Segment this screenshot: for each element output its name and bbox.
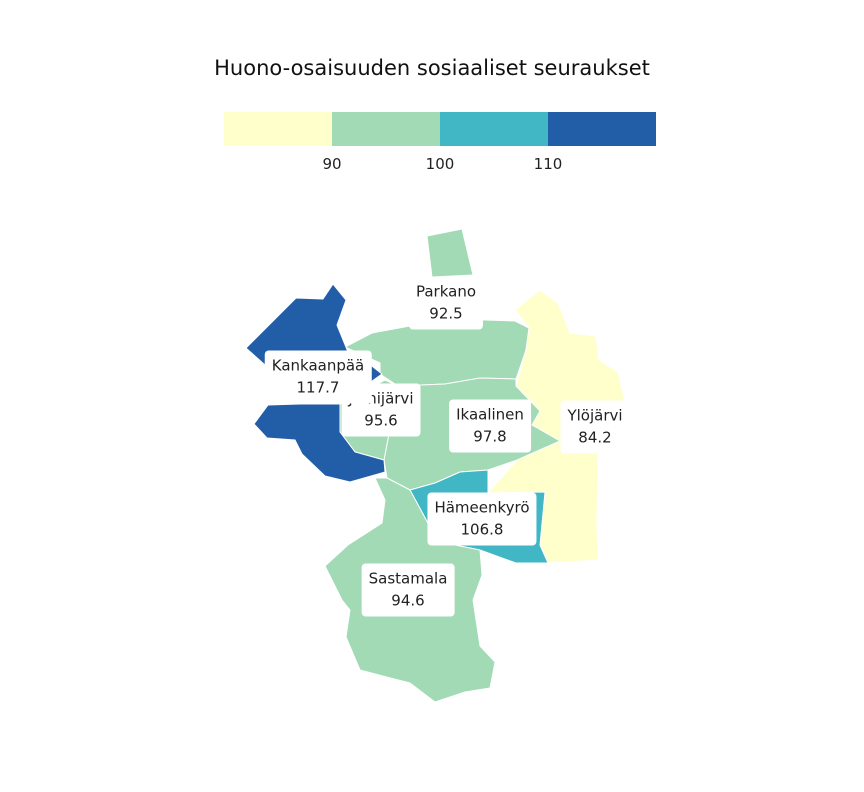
label-parkano: Parkano 92.5	[408, 276, 484, 330]
label-kankaanpaa-name: Kankaanpää	[271, 356, 365, 375]
label-kankaanpaa: Kankaanpää 117.7	[264, 350, 372, 404]
label-ikaalinen-name: Ikaalinen	[456, 405, 524, 424]
legend-bin-1	[224, 112, 332, 146]
label-jamijarvi-value: 95.6	[364, 411, 398, 430]
label-parkano-value: 92.5	[429, 304, 463, 323]
label-sastamala-name: Sastamala	[368, 569, 448, 588]
legend-bin-2	[332, 112, 440, 146]
label-hameenkyro-name: Hämeenkyrö	[434, 498, 530, 517]
label-hameenkyro: Hämeenkyrö 106.8	[427, 492, 537, 546]
label-ylojarvi: Ylöjärvi 84.2	[560, 400, 630, 454]
map-title: Huono-osaisuuden sosiaaliset seuraukset	[214, 56, 650, 80]
label-hameenkyro-value: 106.8	[460, 520, 504, 539]
legend-bin-4	[548, 112, 656, 146]
label-kankaanpaa-value: 117.7	[296, 378, 340, 397]
region-kankaanpaa-south[interactable]	[253, 403, 386, 483]
label-ikaalinen-value: 97.8	[473, 427, 507, 446]
legend-tick-100: 100	[425, 155, 455, 173]
label-ikaalinen: Ikaalinen 97.8	[449, 399, 531, 453]
region-parkano[interactable]	[426, 228, 474, 278]
legend-tick-110: 110	[533, 155, 563, 173]
label-sastamala-value: 94.6	[391, 591, 425, 610]
legend-tick-90: 90	[322, 155, 342, 173]
legend-bin-3	[440, 112, 548, 146]
label-ylojarvi-name: Ylöjärvi	[567, 406, 623, 425]
label-sastamala: Sastamala 94.6	[361, 563, 455, 617]
label-parkano-name: Parkano	[415, 282, 477, 301]
legend-bar	[224, 112, 656, 146]
label-ylojarvi-value: 84.2	[578, 428, 612, 447]
